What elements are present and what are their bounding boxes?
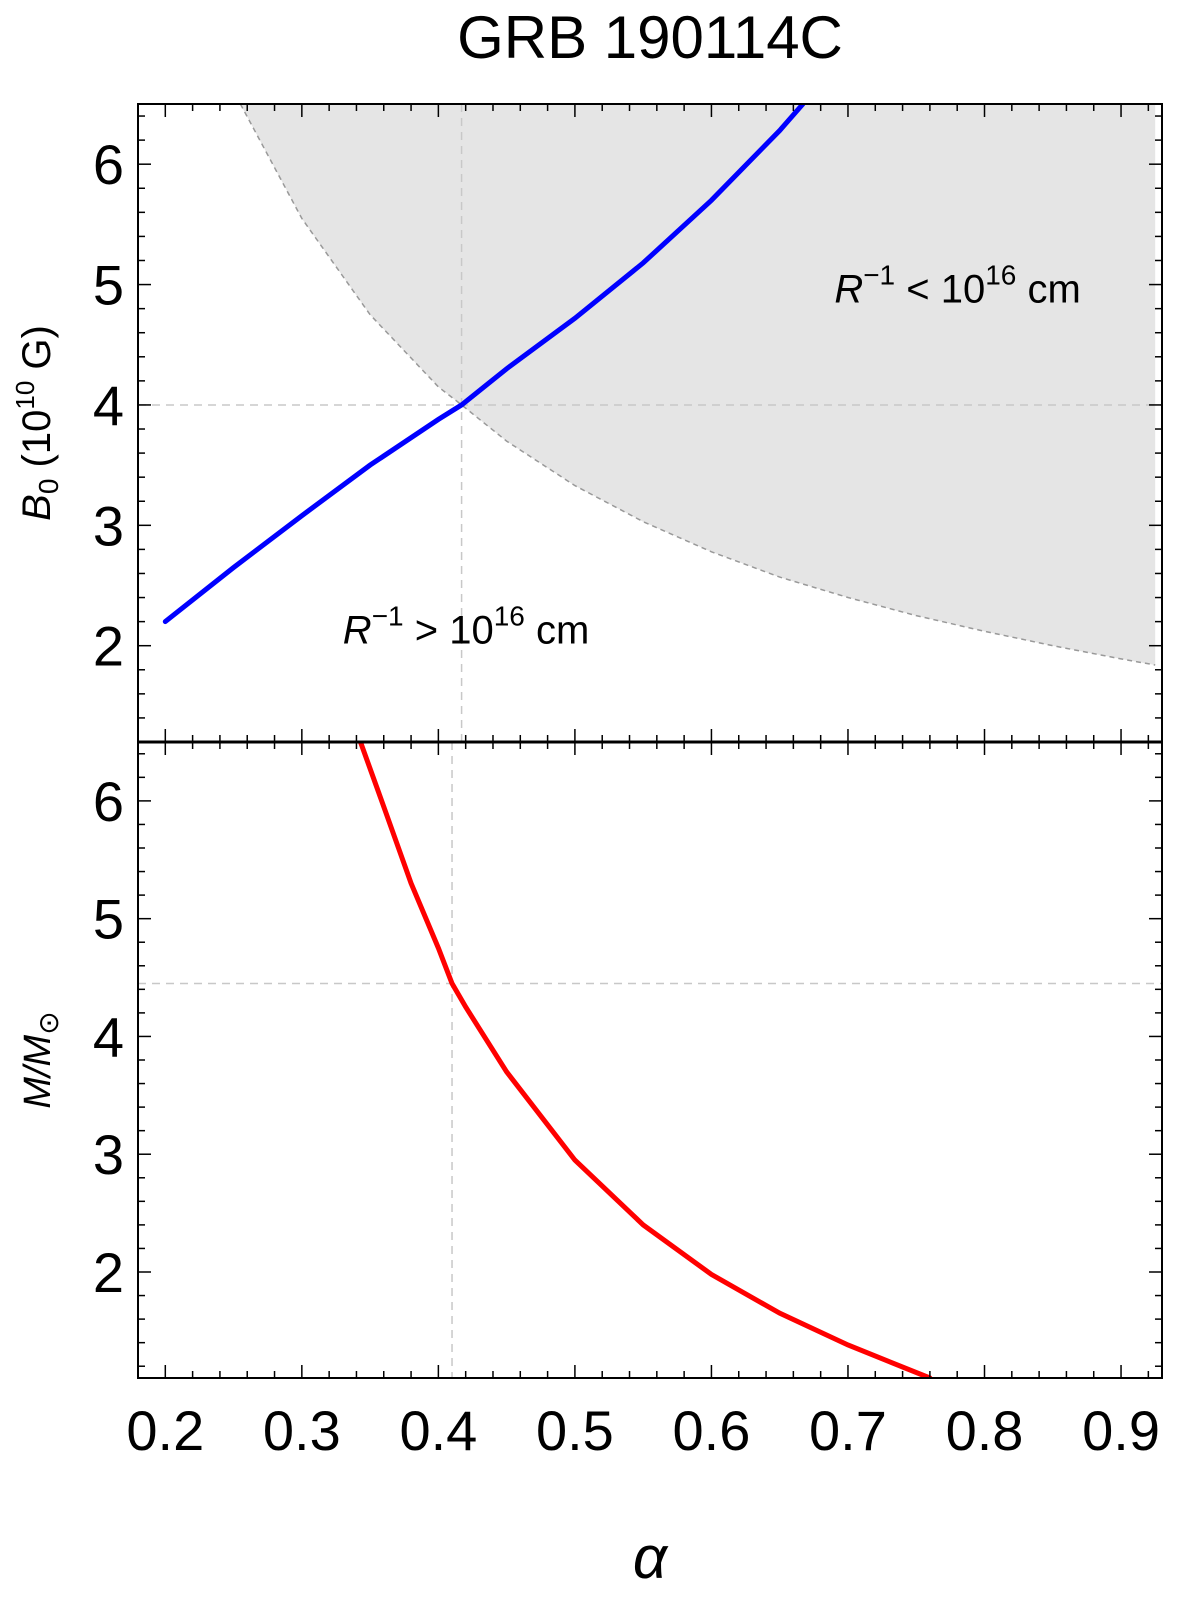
y-label-sun-symbol: ⊙ bbox=[33, 1011, 64, 1034]
x-tick-labels: 0.2 0.3 0.4 0.5 0.6 0.7 0.8 0.9 bbox=[126, 1399, 1160, 1462]
y-label-symbol: B bbox=[15, 494, 59, 521]
bottom-y-axis-label: M/M⊙ bbox=[17, 1011, 64, 1108]
bottom-panel-frame bbox=[137, 741, 1163, 1379]
annotation-superscript: −1 bbox=[372, 600, 404, 631]
x-tick-label: 0.3 bbox=[263, 1399, 341, 1462]
top-y-axis-label: B0 (1010 G) bbox=[10, 325, 64, 521]
annotation-exponent: 16 bbox=[985, 260, 1016, 291]
y-tick-label: 6 bbox=[93, 770, 124, 833]
y-tick-label: 5 bbox=[93, 254, 124, 317]
annotation-unit: cm bbox=[525, 608, 589, 652]
annotation-symbol: R bbox=[343, 608, 372, 652]
y-tick-label: 4 bbox=[93, 1005, 124, 1068]
x-tick-label: 0.4 bbox=[399, 1399, 477, 1462]
annotation-text: < 10 bbox=[895, 268, 985, 312]
y-label-unit-close: G) bbox=[15, 325, 59, 381]
y-label-exponent: 10 bbox=[10, 381, 40, 410]
annotation-upper-region: R−1 < 1016 cm bbox=[834, 260, 1081, 312]
annotation-symbol: R bbox=[834, 268, 863, 312]
annotation-superscript: −1 bbox=[863, 260, 895, 291]
shaded-region-boundary bbox=[239, 104, 1156, 666]
x-tick-label: 0.9 bbox=[1082, 1399, 1160, 1462]
x-tick-label: 0.5 bbox=[536, 1399, 614, 1462]
x-axis-label: α bbox=[633, 1524, 669, 1591]
shaded-region bbox=[240, 104, 1156, 665]
y-label-unit-open: (10 bbox=[15, 410, 59, 479]
y-tick-label: 4 bbox=[93, 374, 124, 437]
y-tick-label: 6 bbox=[93, 133, 124, 196]
y-tick-label: 5 bbox=[93, 888, 124, 951]
x-tick-label: 0.6 bbox=[673, 1399, 751, 1462]
axis-ticks bbox=[138, 104, 1162, 1378]
top-shaded-region-layer bbox=[239, 104, 1156, 666]
x-tick-label: 0.8 bbox=[946, 1399, 1024, 1462]
bottom-reference-lines bbox=[138, 742, 1162, 1378]
annotation-lower-region: R−1 > 1016 cm bbox=[343, 600, 590, 652]
annotation-exponent: 16 bbox=[494, 600, 525, 631]
b0-curve bbox=[162, 104, 806, 625]
y-label-subscript: 0 bbox=[33, 479, 64, 495]
top-series-layer bbox=[162, 104, 806, 625]
y-tick-label: 3 bbox=[93, 1123, 124, 1186]
y-tick-label: 2 bbox=[93, 1241, 124, 1304]
bottom-series-layer bbox=[358, 742, 933, 1378]
y-tick-label: 2 bbox=[93, 615, 124, 678]
mass-curve bbox=[358, 742, 933, 1378]
y-tick-label: 3 bbox=[93, 494, 124, 557]
annotation-unit: cm bbox=[1016, 268, 1080, 312]
y-label-mass: M/M bbox=[17, 1034, 59, 1108]
y-tick-labels: 2 3 4 5 6 2 3 4 5 6 bbox=[93, 133, 124, 1304]
chart-title: GRB 190114C bbox=[457, 4, 843, 71]
x-tick-label: 0.7 bbox=[809, 1399, 887, 1462]
top-reference-lines bbox=[138, 104, 1162, 742]
annotation-text: > 10 bbox=[404, 608, 494, 652]
x-tick-label: 0.2 bbox=[126, 1399, 204, 1462]
